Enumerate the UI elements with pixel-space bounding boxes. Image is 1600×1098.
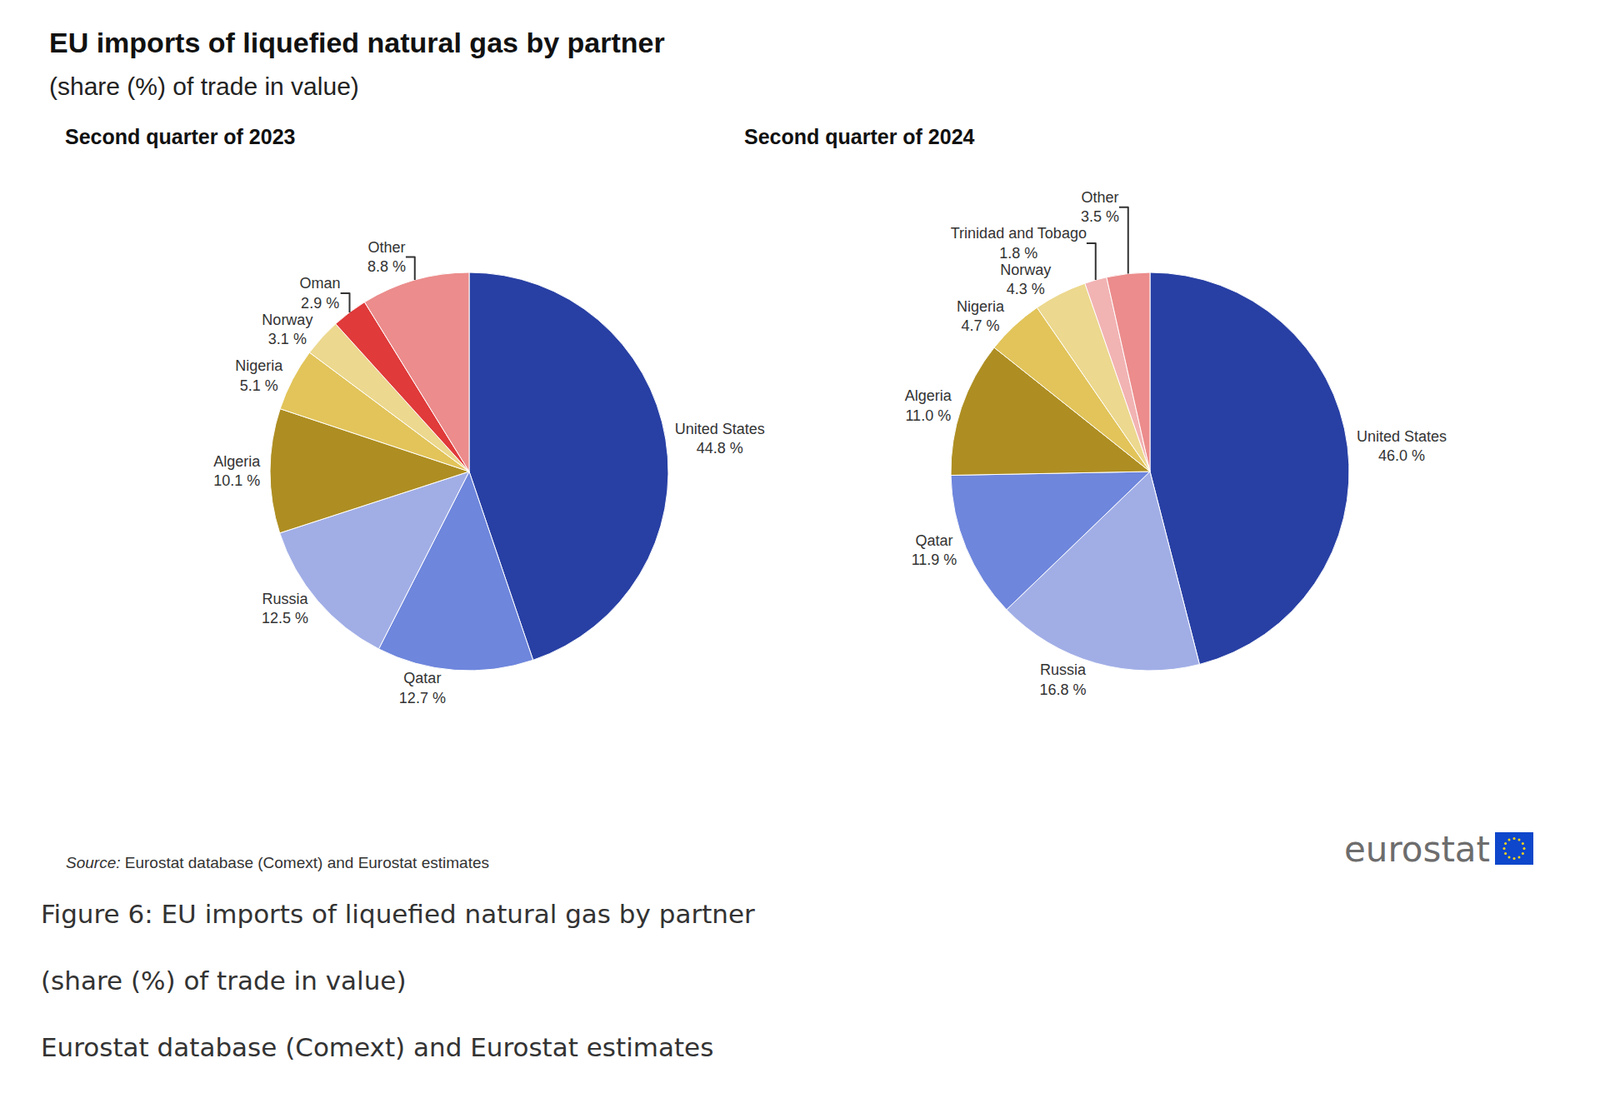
svg-text:Trinidad and Tobago1.8 %: Trinidad and Tobago1.8 % <box>950 225 1087 261</box>
svg-text:Norway3.1 %: Norway3.1 % <box>261 311 313 348</box>
svg-text:(share (%) of trade in value): (share (%) of trade in value) <box>40 965 407 996</box>
svg-text:EU imports of liquefied natura: EU imports of liquefied natural gas by p… <box>49 26 665 59</box>
svg-text:Algeria11.0 %: Algeria11.0 % <box>905 387 953 424</box>
svg-text:Qatar12.7 %: Qatar12.7 % <box>399 670 446 706</box>
svg-text:United States46.0 %: United States46.0 % <box>1356 428 1447 465</box>
svg-text:Algeria10.1 %: Algeria10.1 % <box>213 453 261 490</box>
svg-text:Other3.5 %: Other3.5 % <box>1080 189 1120 225</box>
svg-text:Second quarter of 2023: Second quarter of 2023 <box>65 125 295 149</box>
svg-text:Russia12.5 %: Russia12.5 % <box>261 590 310 627</box>
svg-text:(share (%) of trade in value): (share (%) of trade in value) <box>49 72 360 100</box>
svg-text:Oman2.9 %: Oman2.9 % <box>300 275 341 311</box>
svg-text:eurostat: eurostat <box>1344 829 1490 870</box>
svg-text:Qatar11.9 %: Qatar11.9 % <box>911 532 958 569</box>
svg-text:Eurostat database (Comext) and: Eurostat database (Comext) and Eurostat … <box>40 1032 714 1063</box>
svg-text:Source: Eurostat database (Com: Source: Eurostat database (Comext) and E… <box>65 854 490 872</box>
svg-text:Figure 6: EU imports of liquef: Figure 6: EU imports of liquefied natura… <box>40 899 755 930</box>
svg-text:Second quarter of 2024: Second quarter of 2024 <box>744 125 975 149</box>
svg-text:Russia16.8 %: Russia16.8 % <box>1039 661 1087 698</box>
svg-text:Nigeria4.7 %: Nigeria4.7 % <box>956 298 1005 335</box>
svg-text:Norway4.3 %: Norway4.3 % <box>1000 261 1051 298</box>
svg-text:Nigeria5.1 %: Nigeria5.1 % <box>235 357 284 394</box>
svg-text:United States44.8 %: United States44.8 % <box>675 420 765 457</box>
svg-text:Other8.8 %: Other8.8 % <box>367 239 406 275</box>
